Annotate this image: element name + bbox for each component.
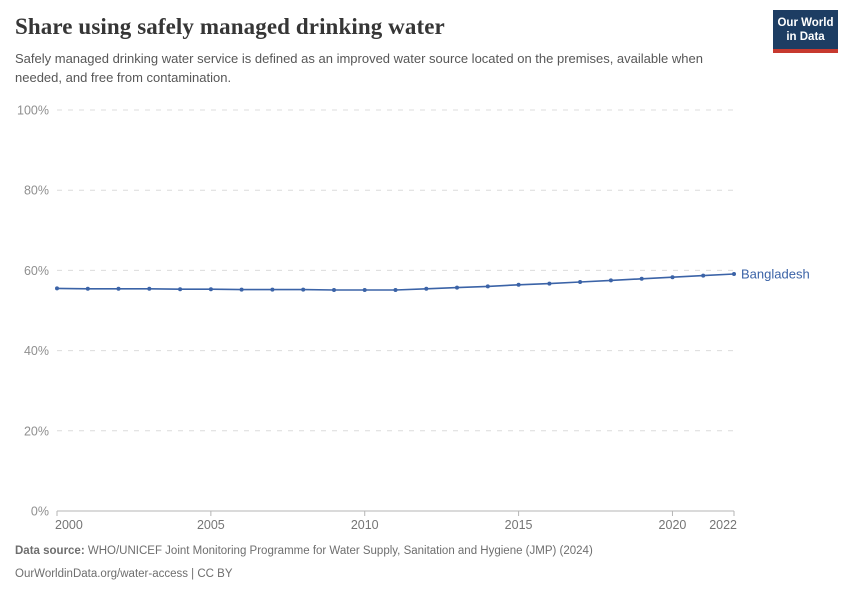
data-point <box>85 286 90 291</box>
x-tick-label: 2015 <box>505 518 533 532</box>
data-point <box>55 286 59 291</box>
owid-logo-line1: Our World <box>777 17 834 29</box>
data-point <box>393 288 398 292</box>
y-tick-label: 0% <box>31 505 49 519</box>
y-tick-label: 40% <box>24 344 49 358</box>
series-end-label: Bangladesh <box>741 267 810 282</box>
data-point <box>516 282 521 287</box>
x-tick-label: 2022 <box>709 518 737 532</box>
y-tick-label: 100% <box>17 104 49 118</box>
data-point <box>608 278 613 283</box>
data-point <box>732 272 736 276</box>
data-point <box>301 287 306 292</box>
chart-footer: Data source: WHO/UNICEF Joint Monitoring… <box>15 544 835 590</box>
data-point <box>701 273 706 278</box>
data-point <box>147 286 152 291</box>
owid-logo: Our World in Data <box>773 10 838 53</box>
data-line <box>56 273 735 291</box>
data-source-value: WHO/UNICEF Joint Monitoring Programme fo… <box>87 545 593 557</box>
data-point <box>670 275 675 280</box>
owid-logo-line2: in Data <box>786 31 825 43</box>
chart-header: Share using safely managed drinking wate… <box>15 14 835 87</box>
data-point <box>116 286 121 291</box>
data-point <box>547 281 552 286</box>
data-point <box>178 287 183 292</box>
x-tick-label: 2005 <box>197 518 225 532</box>
data-point <box>270 287 275 292</box>
x-tick-label: 2010 <box>351 518 379 532</box>
y-tick-label: 20% <box>24 424 49 438</box>
chart-title: Share using safely managed drinking wate… <box>15 14 445 39</box>
data-point <box>639 276 644 281</box>
data-point <box>455 285 459 290</box>
chart-subtitle: Safely managed drinking water service is… <box>15 51 703 85</box>
x-tick-label: 2000 <box>55 518 83 532</box>
data-point <box>485 284 490 289</box>
data-source-label: Data source: <box>15 545 85 557</box>
data-source-line: Data source: WHO/UNICEF Joint Monitoring… <box>15 544 835 559</box>
y-tick-label: 60% <box>24 264 49 278</box>
data-point <box>332 288 336 292</box>
y-tick-label: 80% <box>24 184 49 198</box>
data-point <box>578 280 583 284</box>
data-point <box>362 288 367 292</box>
x-tick-label: 2020 <box>659 518 687 532</box>
data-point <box>208 287 213 292</box>
data-point <box>424 286 429 291</box>
data-point <box>239 287 244 292</box>
license-line: OurWorldinData.org/water-access | CC BY <box>15 568 233 580</box>
